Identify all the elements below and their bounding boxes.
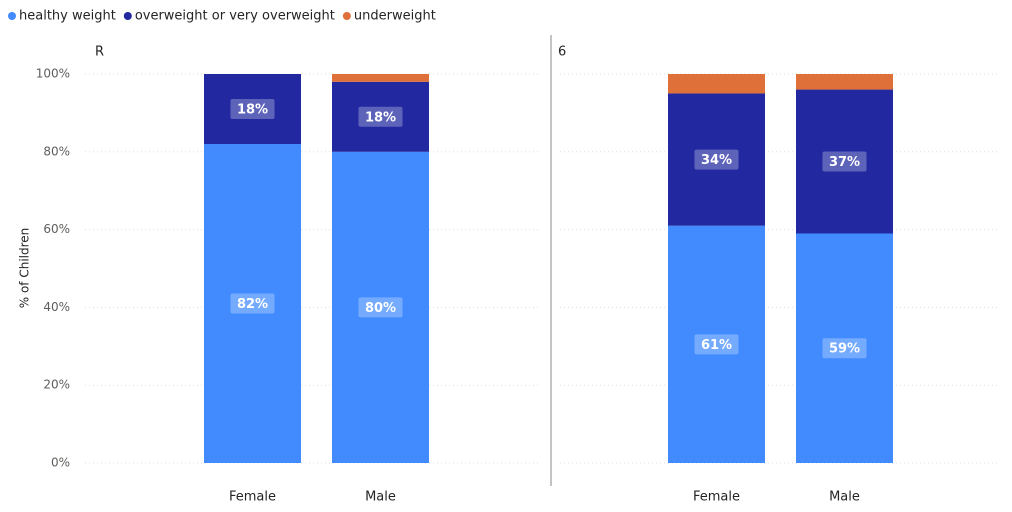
bar-segment bbox=[332, 74, 429, 82]
bar-segment bbox=[332, 151, 429, 464]
bar-segment bbox=[332, 81, 429, 152]
value-label: 61% bbox=[701, 338, 732, 353]
y-tick-label: 100% bbox=[36, 67, 70, 81]
y-tick-label: 80% bbox=[43, 144, 70, 158]
panel-title: R bbox=[95, 45, 104, 60]
value-label: 82% bbox=[237, 297, 268, 312]
y-axis-label: % of Children bbox=[18, 228, 32, 309]
y-tick-label: 20% bbox=[43, 378, 70, 392]
value-label-box bbox=[694, 149, 739, 170]
legend-marker bbox=[342, 12, 351, 20]
legend-marker bbox=[8, 12, 16, 20]
legend-label: underweight bbox=[354, 9, 436, 24]
value-label-box bbox=[230, 293, 275, 314]
value-label: 37% bbox=[829, 155, 860, 170]
value-label: 18% bbox=[365, 110, 396, 125]
x-tick-label: Female bbox=[229, 490, 276, 505]
x-tick-label: Male bbox=[829, 490, 860, 505]
y-tick-label: 0% bbox=[51, 456, 70, 470]
legend-label: healthy weight bbox=[19, 9, 116, 24]
value-label-box bbox=[822, 151, 867, 172]
bar-segment bbox=[668, 225, 765, 463]
value-label: 34% bbox=[701, 153, 732, 168]
bar-segment bbox=[796, 89, 893, 234]
panel-title: 6 bbox=[558, 45, 566, 60]
value-label: 18% bbox=[237, 103, 268, 118]
value-label-box bbox=[358, 297, 403, 318]
value-label-box bbox=[822, 338, 867, 359]
bar-segment bbox=[204, 74, 301, 145]
legend-label: overweight or very overweight bbox=[135, 9, 335, 24]
y-tick-label: 60% bbox=[43, 222, 70, 236]
bar-segment bbox=[668, 93, 765, 226]
x-tick-label: Female bbox=[693, 490, 740, 505]
bar-segment bbox=[796, 233, 893, 463]
legend-marker bbox=[123, 12, 132, 20]
bar-segment bbox=[796, 74, 893, 90]
value-label-box bbox=[358, 106, 403, 127]
value-label-box bbox=[230, 99, 275, 120]
value-label: 80% bbox=[365, 301, 396, 316]
y-tick-label: 40% bbox=[43, 300, 70, 314]
bar-segment bbox=[204, 144, 301, 463]
x-tick-label: Male bbox=[365, 490, 396, 505]
value-label: 59% bbox=[829, 342, 860, 357]
value-label-box bbox=[694, 334, 739, 355]
bar-segment bbox=[668, 74, 765, 94]
